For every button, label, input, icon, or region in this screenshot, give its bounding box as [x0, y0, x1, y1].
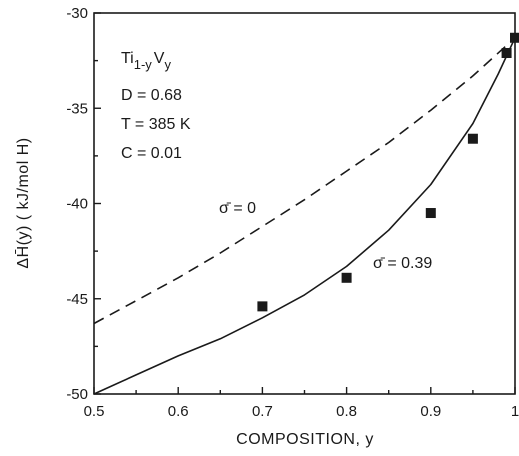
- ticks: [93, 12, 516, 395]
- x-axis-title: COMPOSITION, y: [236, 431, 374, 448]
- y-tick-label: -30: [66, 5, 88, 22]
- y-tick-label: -35: [66, 100, 88, 117]
- y-tick-label: -50: [66, 386, 88, 403]
- x-tick-label: 0.8: [336, 403, 357, 420]
- data-point-marker: [510, 32, 519, 43]
- data-point-marker: [257, 301, 268, 312]
- param-c: C = 0.01: [121, 145, 182, 162]
- markers: [257, 32, 519, 312]
- x-tick-label: 1: [511, 403, 519, 420]
- y-tick-label: -40: [66, 196, 88, 213]
- param-d: D = 0.68: [121, 87, 182, 104]
- data-point-marker: [501, 48, 512, 59]
- x-tick-label: 0.5: [84, 403, 105, 420]
- data-point-marker: [425, 208, 436, 219]
- sigma-0-curve: [93, 37, 516, 325]
- sigma-039-label: σ̄ = 0.39: [373, 255, 432, 272]
- sigma-0-label: σ̄ = 0: [219, 200, 256, 217]
- plot-frame: [93, 12, 516, 395]
- sigma-039-curve: [93, 37, 516, 395]
- param-t: T = 385 K: [121, 116, 191, 133]
- x-tick-label: 0.6: [168, 403, 189, 420]
- alloy-label: Ti1-y Vy: [121, 50, 171, 72]
- y-axis-title: ΔH̄(y) ( kJ/mol H): [15, 137, 32, 268]
- tick-labels: 0.5 0.6 0.7 0.8 0.9 1 -30 -35 -40 -45 -50: [66, 5, 519, 420]
- data-point-marker: [467, 133, 478, 144]
- y-tick-label: -45: [66, 291, 88, 308]
- x-tick-label: 0.9: [420, 403, 441, 420]
- data-point-marker: [341, 272, 352, 283]
- series-lines: [93, 37, 516, 395]
- x-tick-label: 0.7: [252, 403, 273, 420]
